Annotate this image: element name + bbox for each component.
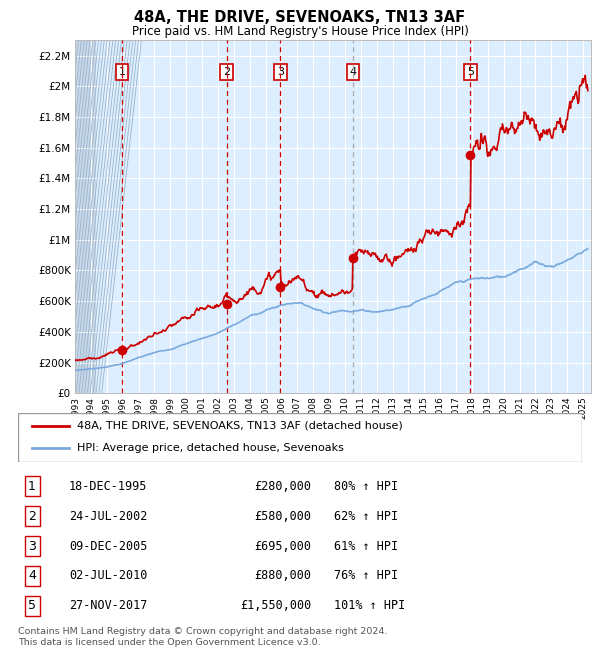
Text: 1: 1 [28, 480, 36, 493]
Text: 62% ↑ HPI: 62% ↑ HPI [334, 510, 398, 523]
Text: £580,000: £580,000 [254, 510, 311, 523]
Text: HPI: Average price, detached house, Sevenoaks: HPI: Average price, detached house, Seve… [77, 443, 344, 453]
Text: 5: 5 [28, 599, 36, 612]
Bar [75, 40, 95, 393]
Text: 02-JUL-2010: 02-JUL-2010 [69, 569, 147, 582]
Text: 2: 2 [28, 510, 36, 523]
Text: 1: 1 [118, 67, 125, 77]
FancyBboxPatch shape [18, 413, 582, 462]
Text: 48A, THE DRIVE, SEVENOAKS, TN13 3AF: 48A, THE DRIVE, SEVENOAKS, TN13 3AF [134, 10, 466, 25]
Text: 5: 5 [467, 67, 474, 77]
Text: 4: 4 [349, 67, 356, 77]
Text: 80% ↑ HPI: 80% ↑ HPI [334, 480, 398, 493]
Text: 3: 3 [28, 540, 36, 552]
Text: £1,550,000: £1,550,000 [240, 599, 311, 612]
Text: 48A, THE DRIVE, SEVENOAKS, TN13 3AF (detached house): 48A, THE DRIVE, SEVENOAKS, TN13 3AF (det… [77, 421, 403, 431]
Text: 24-JUL-2002: 24-JUL-2002 [69, 510, 147, 523]
Text: 61% ↑ HPI: 61% ↑ HPI [334, 540, 398, 552]
Text: £695,000: £695,000 [254, 540, 311, 552]
Text: 27-NOV-2017: 27-NOV-2017 [69, 599, 147, 612]
Text: 101% ↑ HPI: 101% ↑ HPI [334, 599, 405, 612]
Text: 2: 2 [223, 67, 230, 77]
Text: £280,000: £280,000 [254, 480, 311, 493]
Text: 18-DEC-1995: 18-DEC-1995 [69, 480, 147, 493]
Text: 09-DEC-2005: 09-DEC-2005 [69, 540, 147, 552]
Text: Contains HM Land Registry data © Crown copyright and database right 2024.
This d: Contains HM Land Registry data © Crown c… [18, 627, 388, 647]
Text: 4: 4 [28, 569, 36, 582]
Text: 76% ↑ HPI: 76% ↑ HPI [334, 569, 398, 582]
Text: 3: 3 [277, 67, 284, 77]
Text: Price paid vs. HM Land Registry's House Price Index (HPI): Price paid vs. HM Land Registry's House … [131, 25, 469, 38]
Text: £880,000: £880,000 [254, 569, 311, 582]
